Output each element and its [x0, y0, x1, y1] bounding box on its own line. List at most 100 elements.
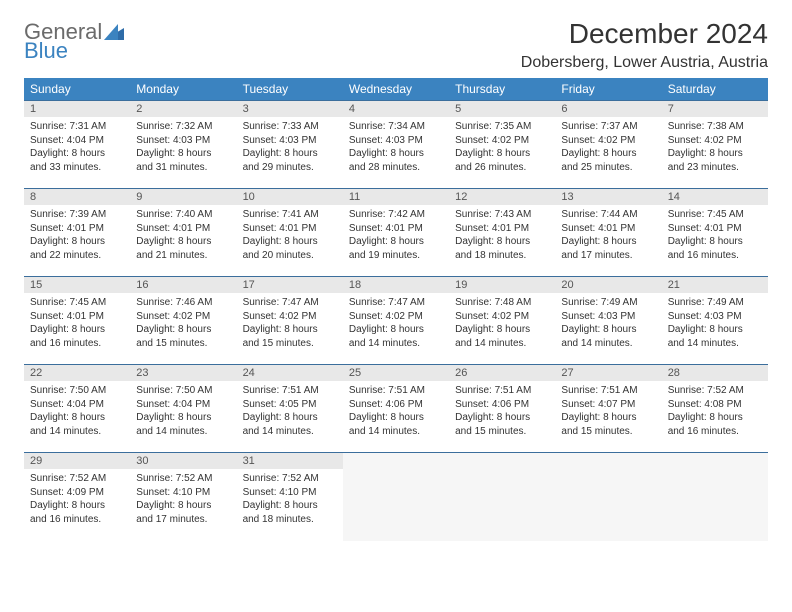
logo-text: General Blue	[24, 20, 102, 62]
day-dl1: Daylight: 8 hours	[136, 323, 230, 337]
day-detail: Sunrise: 7:43 AMSunset: 4:01 PMDaylight:…	[449, 205, 555, 266]
day-dl2: and 20 minutes.	[243, 249, 337, 263]
calendar-day-cell: 7Sunrise: 7:38 AMSunset: 4:02 PMDaylight…	[662, 101, 768, 189]
location: Dobersberg, Lower Austria, Austria	[521, 54, 768, 72]
day-ss: Sunset: 4:02 PM	[243, 310, 337, 324]
day-detail: Sunrise: 7:50 AMSunset: 4:04 PMDaylight:…	[24, 381, 130, 442]
weekday-header: Wednesday	[343, 78, 449, 101]
day-dl2: and 26 minutes.	[455, 161, 549, 175]
day-dl2: and 14 minutes.	[455, 337, 549, 351]
day-dl2: and 15 minutes.	[136, 337, 230, 351]
day-ss: Sunset: 4:10 PM	[136, 486, 230, 500]
day-detail: Sunrise: 7:50 AMSunset: 4:04 PMDaylight:…	[130, 381, 236, 442]
day-dl1: Daylight: 8 hours	[561, 147, 655, 161]
day-sr: Sunrise: 7:37 AM	[561, 120, 655, 134]
day-ss: Sunset: 4:03 PM	[668, 310, 762, 324]
day-ss: Sunset: 4:01 PM	[136, 222, 230, 236]
day-detail: Sunrise: 7:42 AMSunset: 4:01 PMDaylight:…	[343, 205, 449, 266]
day-dl2: and 28 minutes.	[349, 161, 443, 175]
day-dl2: and 17 minutes.	[561, 249, 655, 263]
calendar-week-row: 1Sunrise: 7:31 AMSunset: 4:04 PMDaylight…	[24, 101, 768, 189]
day-number: 18	[343, 277, 449, 293]
calendar-body: 1Sunrise: 7:31 AMSunset: 4:04 PMDaylight…	[24, 101, 768, 541]
day-dl2: and 15 minutes.	[455, 425, 549, 439]
calendar-day-cell: 5Sunrise: 7:35 AMSunset: 4:02 PMDaylight…	[449, 101, 555, 189]
day-sr: Sunrise: 7:52 AM	[30, 472, 124, 486]
day-sr: Sunrise: 7:47 AM	[243, 296, 337, 310]
day-sr: Sunrise: 7:40 AM	[136, 208, 230, 222]
calendar-day-cell: 2Sunrise: 7:32 AMSunset: 4:03 PMDaylight…	[130, 101, 236, 189]
day-detail: Sunrise: 7:34 AMSunset: 4:03 PMDaylight:…	[343, 117, 449, 178]
day-ss: Sunset: 4:04 PM	[136, 398, 230, 412]
calendar-day-cell: 27Sunrise: 7:51 AMSunset: 4:07 PMDayligh…	[555, 365, 661, 453]
day-ss: Sunset: 4:02 PM	[668, 134, 762, 148]
day-ss: Sunset: 4:02 PM	[561, 134, 655, 148]
day-detail: Sunrise: 7:38 AMSunset: 4:02 PMDaylight:…	[662, 117, 768, 178]
day-dl1: Daylight: 8 hours	[668, 235, 762, 249]
day-dl2: and 23 minutes.	[668, 161, 762, 175]
calendar-day-cell: 23Sunrise: 7:50 AMSunset: 4:04 PMDayligh…	[130, 365, 236, 453]
day-dl1: Daylight: 8 hours	[243, 147, 337, 161]
day-ss: Sunset: 4:01 PM	[668, 222, 762, 236]
day-dl1: Daylight: 8 hours	[136, 499, 230, 513]
day-dl2: and 16 minutes.	[30, 337, 124, 351]
day-dl2: and 15 minutes.	[561, 425, 655, 439]
day-detail: Sunrise: 7:51 AMSunset: 4:06 PMDaylight:…	[343, 381, 449, 442]
day-sr: Sunrise: 7:45 AM	[668, 208, 762, 222]
day-ss: Sunset: 4:01 PM	[349, 222, 443, 236]
day-detail: Sunrise: 7:45 AMSunset: 4:01 PMDaylight:…	[24, 293, 130, 354]
day-dl2: and 14 minutes.	[30, 425, 124, 439]
day-dl1: Daylight: 8 hours	[455, 235, 549, 249]
day-ss: Sunset: 4:01 PM	[455, 222, 549, 236]
day-sr: Sunrise: 7:35 AM	[455, 120, 549, 134]
day-ss: Sunset: 4:03 PM	[136, 134, 230, 148]
day-sr: Sunrise: 7:51 AM	[349, 384, 443, 398]
calendar-day-cell	[662, 453, 768, 541]
day-sr: Sunrise: 7:44 AM	[561, 208, 655, 222]
day-detail: Sunrise: 7:49 AMSunset: 4:03 PMDaylight:…	[662, 293, 768, 354]
calendar-day-cell: 6Sunrise: 7:37 AMSunset: 4:02 PMDaylight…	[555, 101, 661, 189]
weekday-header: Thursday	[449, 78, 555, 101]
day-number: 11	[343, 189, 449, 205]
day-detail: Sunrise: 7:47 AMSunset: 4:02 PMDaylight:…	[343, 293, 449, 354]
calendar-day-cell: 8Sunrise: 7:39 AMSunset: 4:01 PMDaylight…	[24, 189, 130, 277]
day-sr: Sunrise: 7:51 AM	[243, 384, 337, 398]
calendar-day-cell: 17Sunrise: 7:47 AMSunset: 4:02 PMDayligh…	[237, 277, 343, 365]
day-sr: Sunrise: 7:52 AM	[243, 472, 337, 486]
day-dl2: and 14 minutes.	[243, 425, 337, 439]
day-number: 7	[662, 101, 768, 117]
day-ss: Sunset: 4:02 PM	[455, 310, 549, 324]
day-dl2: and 14 minutes.	[349, 337, 443, 351]
day-sr: Sunrise: 7:51 AM	[455, 384, 549, 398]
calendar-day-cell: 20Sunrise: 7:49 AMSunset: 4:03 PMDayligh…	[555, 277, 661, 365]
day-sr: Sunrise: 7:39 AM	[30, 208, 124, 222]
day-number: 28	[662, 365, 768, 381]
calendar-day-cell: 15Sunrise: 7:45 AMSunset: 4:01 PMDayligh…	[24, 277, 130, 365]
calendar-week-row: 8Sunrise: 7:39 AMSunset: 4:01 PMDaylight…	[24, 189, 768, 277]
day-dl1: Daylight: 8 hours	[561, 411, 655, 425]
day-dl1: Daylight: 8 hours	[455, 411, 549, 425]
day-dl1: Daylight: 8 hours	[668, 411, 762, 425]
day-sr: Sunrise: 7:52 AM	[136, 472, 230, 486]
weekday-header: Friday	[555, 78, 661, 101]
day-ss: Sunset: 4:01 PM	[30, 222, 124, 236]
day-dl1: Daylight: 8 hours	[243, 323, 337, 337]
day-number: 13	[555, 189, 661, 205]
day-number: 22	[24, 365, 130, 381]
calendar-day-cell: 24Sunrise: 7:51 AMSunset: 4:05 PMDayligh…	[237, 365, 343, 453]
day-ss: Sunset: 4:05 PM	[243, 398, 337, 412]
day-number: 21	[662, 277, 768, 293]
month-title: December 2024	[521, 18, 768, 50]
calendar-week-row: 22Sunrise: 7:50 AMSunset: 4:04 PMDayligh…	[24, 365, 768, 453]
weekday-header: Saturday	[662, 78, 768, 101]
day-dl1: Daylight: 8 hours	[243, 235, 337, 249]
day-detail: Sunrise: 7:31 AMSunset: 4:04 PMDaylight:…	[24, 117, 130, 178]
day-detail: Sunrise: 7:39 AMSunset: 4:01 PMDaylight:…	[24, 205, 130, 266]
day-sr: Sunrise: 7:46 AM	[136, 296, 230, 310]
day-number: 26	[449, 365, 555, 381]
day-dl1: Daylight: 8 hours	[561, 235, 655, 249]
day-detail: Sunrise: 7:32 AMSunset: 4:03 PMDaylight:…	[130, 117, 236, 178]
day-ss: Sunset: 4:07 PM	[561, 398, 655, 412]
calendar-week-row: 15Sunrise: 7:45 AMSunset: 4:01 PMDayligh…	[24, 277, 768, 365]
title-block: December 2024 Dobersberg, Lower Austria,…	[521, 18, 768, 72]
